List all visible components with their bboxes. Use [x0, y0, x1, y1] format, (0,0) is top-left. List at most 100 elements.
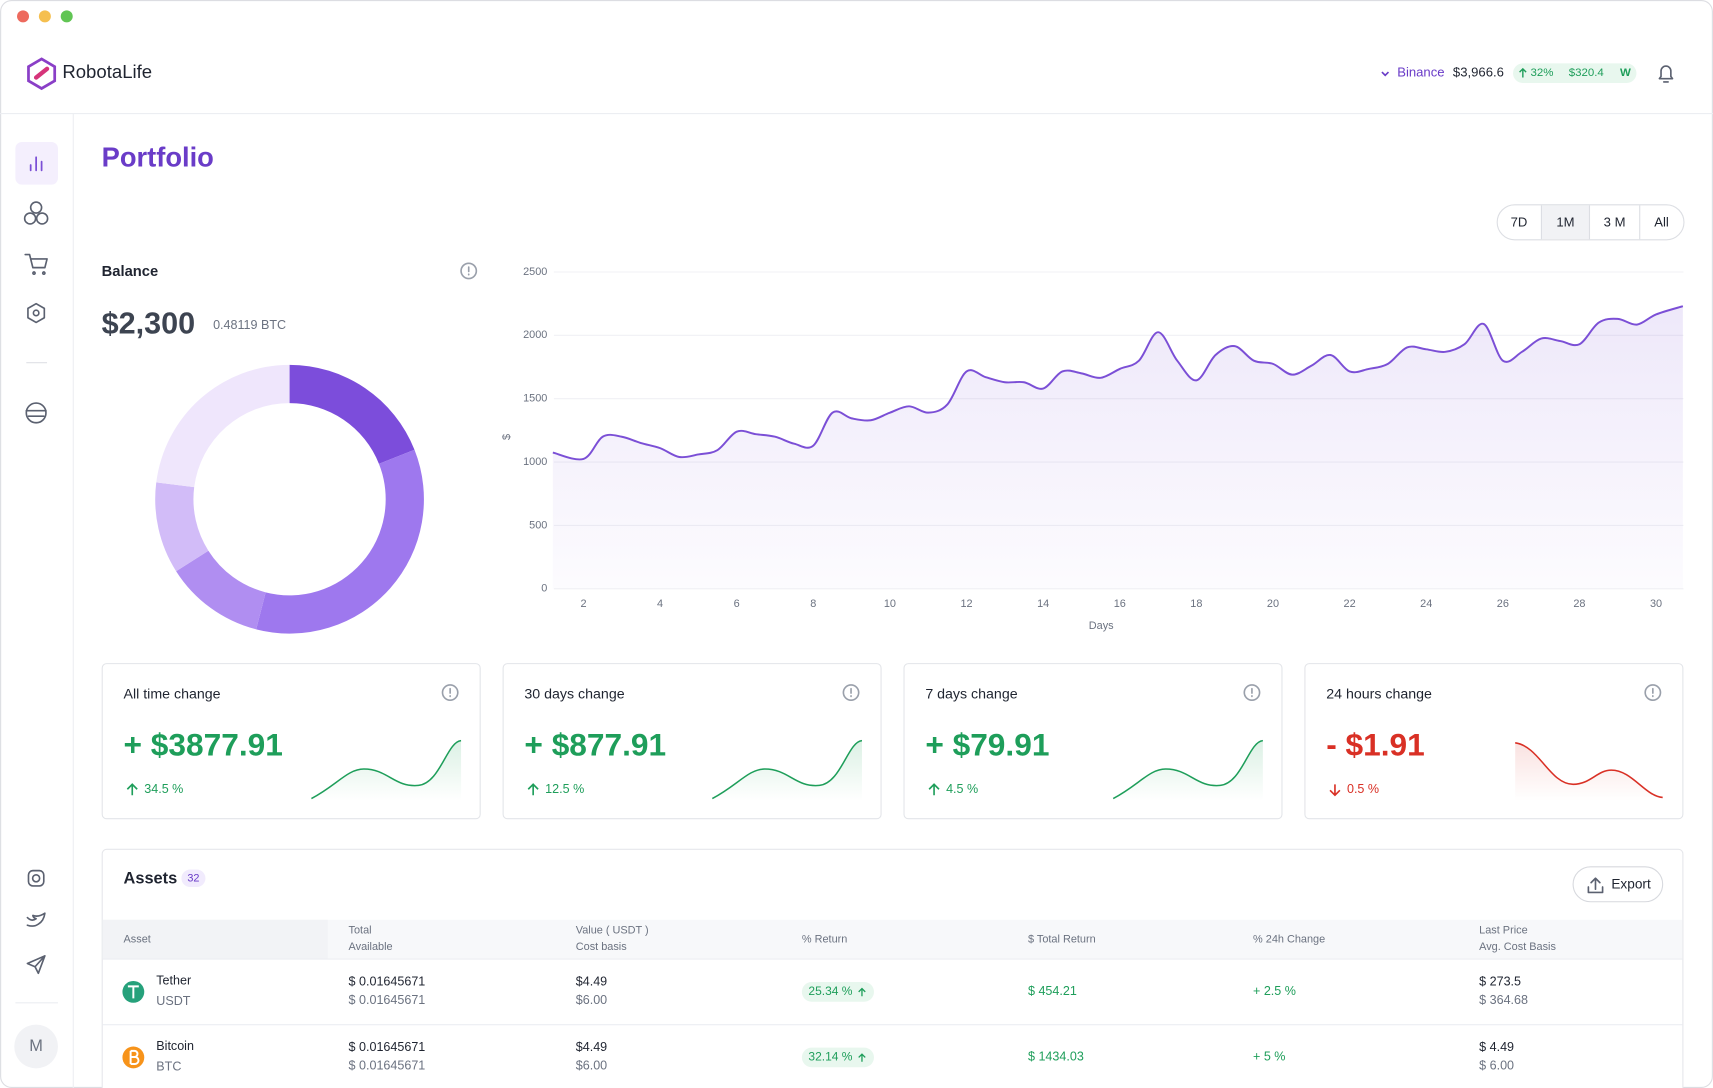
- min-dot[interactable]: [38, 10, 51, 23]
- range-button[interactable]: 7D: [1511, 214, 1528, 229]
- return: 25.34 %: [808, 984, 852, 998]
- x-tick-label: 30: [1650, 598, 1662, 610]
- x-tick-label: 24: [1420, 598, 1432, 610]
- area: [552, 306, 1683, 589]
- card-title: 7 days change: [925, 686, 1017, 702]
- sparkline-fill: [712, 740, 862, 801]
- balance-amount: $2,300: [102, 307, 196, 341]
- available: $ 0.01645671: [349, 993, 426, 1007]
- brand: RobotaLife: [62, 61, 152, 82]
- sparkline: [1515, 742, 1663, 799]
- close-dot[interactable]: [17, 10, 30, 23]
- avg-cost: $ 364.68: [1479, 993, 1528, 1007]
- assets-count: 32: [187, 873, 199, 885]
- table-header-first: [102, 919, 328, 960]
- sparkline: [1112, 739, 1264, 800]
- x-tick-label: 20: [1267, 598, 1279, 610]
- change-24h: + 5 %: [1253, 1050, 1285, 1064]
- x-tick-label: 18: [1190, 598, 1202, 610]
- card-title: 30 days change: [524, 686, 624, 702]
- table-header: [102, 919, 1683, 960]
- column-header: % 24h Change: [1253, 933, 1325, 945]
- twitter[interactable]: [26, 912, 46, 927]
- sparkline-fill: [311, 740, 462, 801]
- y-axis-label: $: [501, 434, 513, 440]
- nav-robot[interactable]: [25, 402, 47, 424]
- change-pill: [1513, 63, 1637, 84]
- card-arrow: [1329, 784, 1341, 797]
- sparkline-fill: [1113, 740, 1263, 801]
- x-tick-label: 26: [1497, 598, 1509, 610]
- donut-segment: [256, 449, 424, 634]
- range-button[interactable]: 3 M: [1604, 214, 1626, 229]
- assets-panel: [101, 848, 1684, 1088]
- chevron[interactable]: [1381, 71, 1390, 77]
- x-tick-label: 2: [580, 598, 586, 610]
- range-buttons: 7D 1M 3 M All: [1496, 204, 1685, 241]
- info-icon[interactable]: [460, 262, 478, 280]
- price: $3,966.6: [1453, 65, 1504, 80]
- total: $ 0.01645671: [349, 1040, 426, 1054]
- x-tick-label: 6: [734, 598, 740, 610]
- donut-segment: [155, 482, 209, 572]
- info-icon[interactable]: [1644, 684, 1662, 702]
- card-amount: - $1.91: [1326, 727, 1425, 763]
- coin-icon: [122, 980, 145, 1003]
- change-card: 30 days change + $877.91 12.5 %: [502, 663, 882, 820]
- x-axis-label: Days: [1089, 620, 1114, 632]
- range-button[interactable]: All: [1654, 214, 1669, 229]
- total-return: $ 1434.03: [1028, 1050, 1084, 1064]
- coin-glyph: [129, 1049, 140, 1065]
- export-label: Export: [1611, 876, 1651, 891]
- column-header: Asset: [124, 933, 151, 945]
- column-header: Avg. Cost Basis: [1479, 941, 1556, 953]
- badge: W: [1620, 67, 1631, 79]
- telegram[interactable]: [26, 955, 46, 975]
- value: $4.49: [576, 1040, 607, 1054]
- nav-settings[interactable]: [27, 302, 46, 324]
- sparkline: [311, 739, 462, 800]
- cost: $6.00: [576, 1058, 607, 1072]
- y-tick-label: 1000: [523, 456, 547, 468]
- info-icon[interactable]: [441, 684, 459, 702]
- card-percent: 34.5 %: [144, 782, 183, 796]
- nav-chart[interactable]: [29, 156, 43, 172]
- column-header: Total: [349, 925, 372, 937]
- last-price: $ 4.49: [1479, 1040, 1514, 1054]
- return-pill: [801, 1047, 874, 1068]
- nav-assets[interactable]: [23, 201, 49, 225]
- card-arrow: [928, 783, 940, 796]
- change: 32%: [1530, 67, 1553, 79]
- y-tick-label: 2000: [523, 329, 547, 341]
- instagram[interactable]: [27, 869, 45, 887]
- range-button[interactable]: 1M: [1556, 214, 1574, 229]
- bell[interactable]: [1658, 65, 1674, 83]
- logo[interactable]: RobotaLife: [27, 57, 152, 91]
- card-percent: 4.5 %: [946, 782, 978, 796]
- avatar[interactable]: [14, 1024, 58, 1069]
- info-icon[interactable]: [1243, 684, 1261, 702]
- donut-segment: [156, 364, 290, 488]
- info-circle: [1243, 684, 1261, 702]
- name: Bitcoin: [156, 1039, 194, 1053]
- exchange[interactable]: Binance: [1397, 65, 1444, 80]
- max-dot[interactable]: [60, 10, 73, 23]
- column-header: Value ( USDT ): [576, 925, 649, 937]
- change-cards: All time change + $3877.91 34.5 % 30 days c…: [101, 663, 1684, 820]
- sparkline: [711, 739, 863, 800]
- change-card: 24 hours change - $1.91 0.5 %: [1304, 663, 1684, 820]
- nav-cart[interactable]: [24, 253, 48, 276]
- info-icon[interactable]: [842, 684, 860, 702]
- card-amount: + $877.91: [524, 727, 666, 763]
- balance-btc: 0.48119 BTC: [213, 318, 286, 332]
- info-circle: [441, 684, 459, 702]
- card-percent: 0.5 %: [1347, 782, 1379, 796]
- up-arrow: [1519, 67, 1527, 78]
- column-header: $ Total Return: [1028, 933, 1096, 945]
- page-title: Portfolio: [102, 142, 214, 173]
- card-amount: + $3877.91: [124, 727, 283, 763]
- x-tick-label: 4: [657, 598, 663, 610]
- donut: [155, 364, 424, 634]
- x-tick-label: 28: [1573, 598, 1585, 610]
